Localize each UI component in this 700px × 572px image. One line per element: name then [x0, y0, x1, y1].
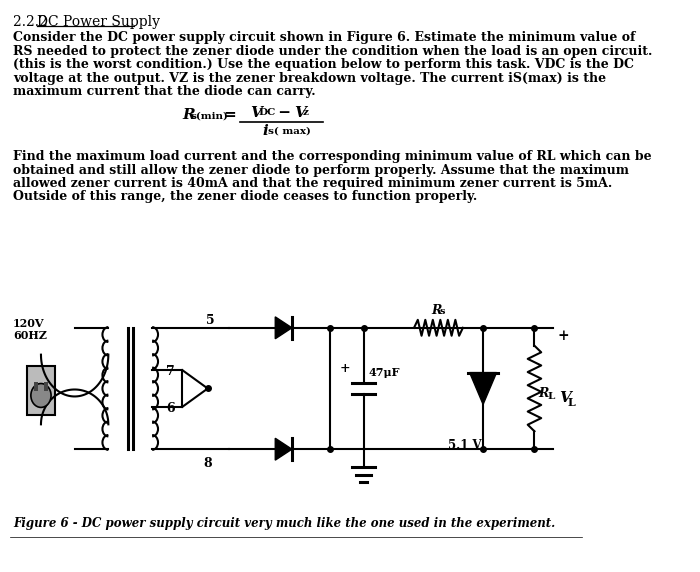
- Text: (this is the worst condition.) Use the equation below to perform this task. VDC : (this is the worst condition.) Use the e…: [13, 58, 634, 71]
- Text: R: R: [539, 387, 549, 400]
- Text: voltage at the output. VZ is the zener breakdown voltage. The current iS(max) is: voltage at the output. VZ is the zener b…: [13, 72, 606, 85]
- Polygon shape: [275, 438, 292, 460]
- Text: 5: 5: [206, 314, 215, 327]
- Text: 60HZ: 60HZ: [13, 330, 47, 341]
- Text: L: L: [547, 392, 554, 401]
- Text: R: R: [183, 108, 195, 122]
- Text: allowed zener current is 40mA and that the required minimum zener current is 5mA: allowed zener current is 40mA and that t…: [13, 177, 612, 190]
- Text: =: =: [224, 108, 237, 122]
- Text: 5.1 V: 5.1 V: [448, 439, 482, 452]
- Text: z: z: [303, 108, 309, 117]
- Text: V: V: [559, 391, 570, 406]
- Text: V: V: [295, 106, 307, 120]
- Text: 8: 8: [204, 457, 212, 470]
- Text: +: +: [557, 329, 569, 343]
- Text: Consider the DC power supply circuit shown in Figure 6. Estimate the minimum val: Consider the DC power supply circuit sho…: [13, 31, 636, 44]
- Polygon shape: [275, 317, 292, 339]
- Text: RS needed to protect the zener diode under the condition when the load is an ope: RS needed to protect the zener diode und…: [13, 45, 652, 58]
- Text: s( max): s( max): [268, 126, 312, 136]
- Text: R: R: [431, 304, 441, 317]
- Text: V: V: [250, 106, 262, 120]
- Text: +: +: [340, 362, 350, 375]
- Text: 47μF: 47μF: [369, 367, 400, 378]
- Text: DC: DC: [258, 108, 276, 117]
- Bar: [34, 382, 38, 391]
- Text: s: s: [440, 307, 444, 316]
- Bar: [44, 382, 48, 391]
- Text: Figure 6 - DC power supply circuit very much like the one used in the experiment: Figure 6 - DC power supply circuit very …: [13, 517, 555, 530]
- Text: maximum current that the diode can carry.: maximum current that the diode can carry…: [13, 85, 316, 98]
- Text: s(min): s(min): [191, 112, 229, 120]
- Text: L: L: [567, 397, 575, 408]
- Text: 6: 6: [167, 402, 175, 415]
- Text: Find the maximum load current and the corresponding minimum value of RL which ca: Find the maximum load current and the co…: [13, 150, 652, 163]
- Text: 2.2.2: 2.2.2: [13, 15, 52, 29]
- Text: Outside of this range, the zener diode ceases to function properly.: Outside of this range, the zener diode c…: [13, 190, 477, 204]
- Polygon shape: [470, 372, 496, 404]
- Text: −: −: [274, 106, 297, 120]
- Text: i: i: [262, 124, 268, 138]
- Circle shape: [31, 383, 51, 407]
- Bar: [27, 366, 55, 415]
- Text: DC Power Supply: DC Power Supply: [37, 15, 160, 29]
- Text: 7: 7: [167, 366, 175, 378]
- Text: 120V: 120V: [13, 318, 45, 329]
- Text: obtained and still allow the zener diode to perform properly. Assume that the ma: obtained and still allow the zener diode…: [13, 164, 629, 177]
